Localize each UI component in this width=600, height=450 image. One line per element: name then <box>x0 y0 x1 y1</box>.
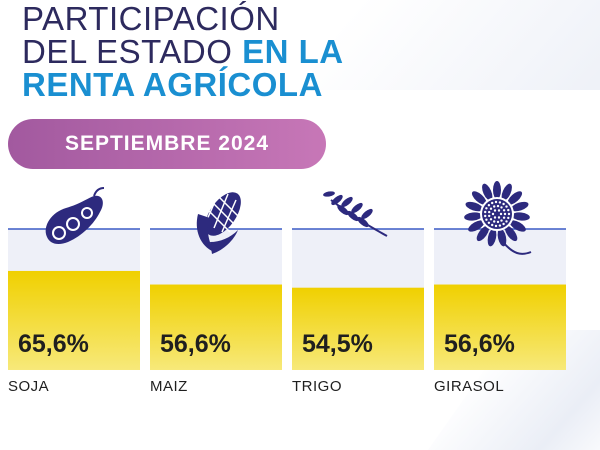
title-line-2: DEL ESTADO <box>22 33 233 70</box>
bar-maiz <box>150 284 282 370</box>
period-badge: SEPTIEMBRE 2024 <box>8 119 326 169</box>
category-label: TRIGO <box>292 378 342 395</box>
bar-chart: 65,6% SOJA 56,6% MAIZ 54,5% TRIGO 56,6% GIRASOL <box>8 181 566 395</box>
bar-trigo <box>292 287 424 370</box>
title-line-2-accent: EN LA <box>242 33 344 70</box>
page-title: PARTICIPACIÓN DEL ESTADO EN LA RENTA AGR… <box>22 2 344 101</box>
sunflower-icon <box>464 181 532 255</box>
bar-girasol <box>434 284 566 370</box>
category-label: GIRASOL <box>434 378 504 395</box>
value-label: 56,6% <box>160 330 231 358</box>
title-line-1: PARTICIPACIÓN <box>22 0 280 37</box>
value-label: 65,6% <box>18 330 89 358</box>
category-label: SOJA <box>8 378 49 395</box>
value-label: 56,6% <box>444 330 515 358</box>
wheat-icon <box>323 191 388 237</box>
category-label: MAIZ <box>150 378 188 395</box>
value-label: 54,5% <box>302 330 373 358</box>
title-line-3: RENTA AGRÍCOLA <box>22 66 323 103</box>
soybean-pod-icon <box>45 187 105 245</box>
corn-cob-icon <box>196 189 241 254</box>
bar-soja <box>8 270 140 370</box>
